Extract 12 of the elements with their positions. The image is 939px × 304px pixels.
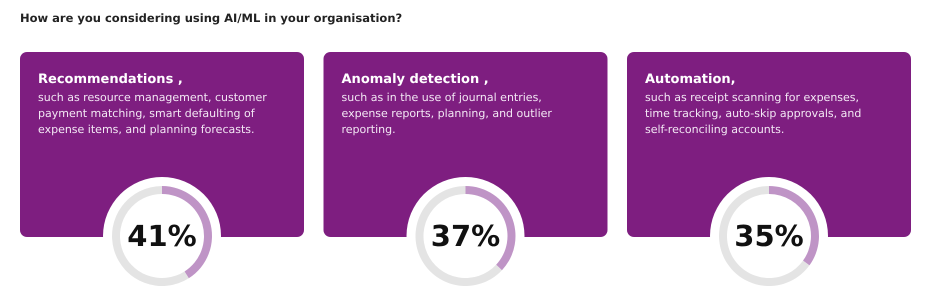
text: How are you considering using AI/ML in your organisation? — [20, 11, 402, 25]
data-label: 41% — [127, 219, 197, 253]
donut-slice — [416, 186, 502, 286]
chart-subtitle: such as receipt scanning for expenses, time tracking, auto-skip approvals, and self-reconciling accounts. — [645, 91, 862, 136]
chart-title: Automation, — [645, 72, 736, 87]
chart-subtitle: such as in the use of journal entries, expense reports, planning, and outlier reporting. — [342, 91, 552, 136]
chart-title: Recommendations , — [38, 72, 183, 87]
donut-slice — [719, 186, 810, 286]
data-label: 35% — [734, 219, 804, 253]
chart-title: Anomaly detection , — [342, 72, 489, 87]
data-label: 37% — [430, 219, 500, 253]
chart-subtitle: such as resource management, customer payment matching, smart defaulting of expense items, and planning forecasts. — [38, 91, 268, 136]
